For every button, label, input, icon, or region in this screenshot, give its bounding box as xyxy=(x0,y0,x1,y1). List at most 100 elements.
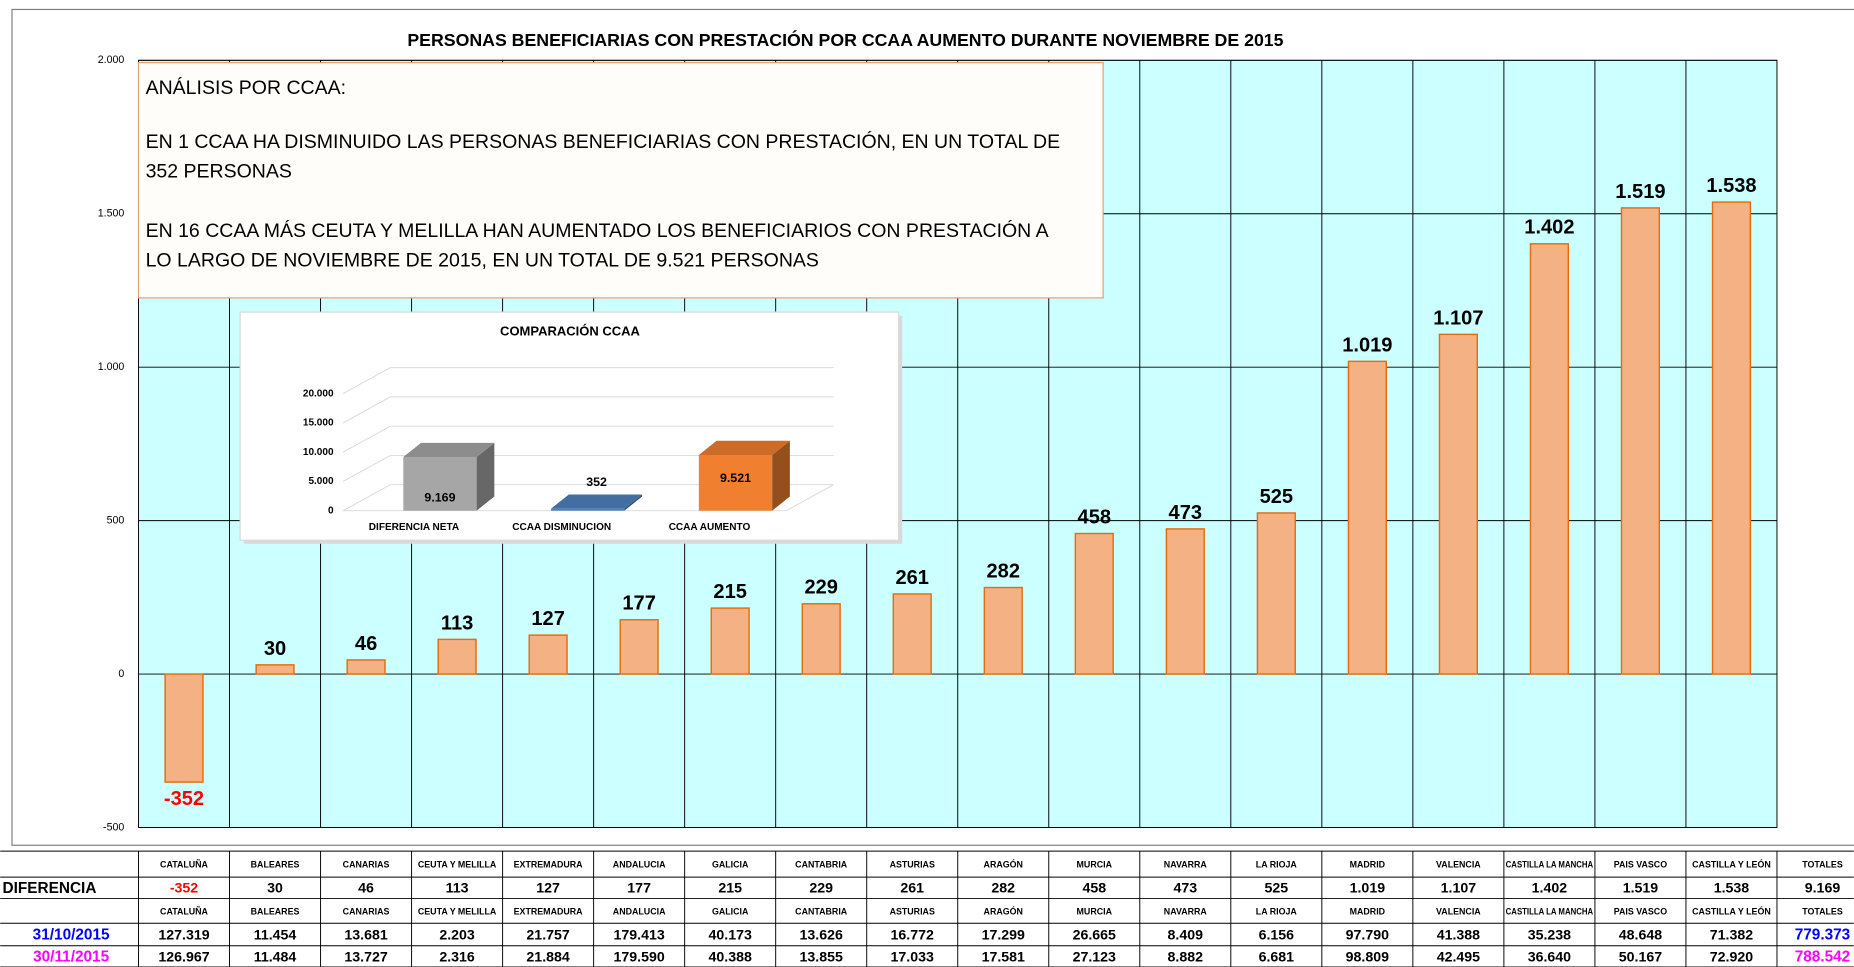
table-cell: 40.173 xyxy=(708,927,751,943)
value-label: 1.519 xyxy=(1615,181,1665,203)
bar xyxy=(528,634,568,675)
value-label: 525 xyxy=(1260,486,1294,508)
table-cell: 525 xyxy=(1264,881,1288,897)
inset-category-label: CCAA AUMENTO xyxy=(669,522,751,533)
inset-y-tick-label: 0 xyxy=(328,505,334,516)
table-cell: 17.299 xyxy=(982,927,1025,943)
bar xyxy=(1165,528,1205,675)
chart-title: PERSONAS BENEFICIARIAS CON PRESTACIÓN PO… xyxy=(407,29,1283,50)
inset-bar xyxy=(403,457,477,511)
column-header: VALENCIA xyxy=(1436,860,1481,870)
bar xyxy=(619,619,659,675)
bar xyxy=(1256,512,1296,675)
table-cell: 50.167 xyxy=(1619,949,1662,965)
row-label: DIFERENCIA xyxy=(3,880,97,897)
bar xyxy=(801,603,841,675)
table-cell: 11.454 xyxy=(254,927,297,943)
table-cell: 11.484 xyxy=(254,949,297,965)
inset-bar-top xyxy=(698,440,790,455)
table-cell: 179.413 xyxy=(614,927,665,943)
table-cell: 13.727 xyxy=(344,949,387,965)
table-cell: 71.382 xyxy=(1710,927,1753,943)
table-cell: 48.648 xyxy=(1619,927,1662,943)
table-cell: 98.809 xyxy=(1346,949,1389,965)
bar xyxy=(164,673,204,783)
column-header: NAVARRA xyxy=(1164,860,1208,870)
value-label: 229 xyxy=(804,577,838,599)
table-cell: 126.967 xyxy=(158,949,209,965)
value-label: 261 xyxy=(895,567,929,589)
table-cell: 1.019 xyxy=(1350,881,1386,897)
inset-bar-top xyxy=(403,442,495,458)
table-cell: 13.681 xyxy=(344,927,387,943)
value-label: 473 xyxy=(1169,502,1203,524)
table-cell: 41.388 xyxy=(1437,927,1480,943)
table-cell: 6.156 xyxy=(1259,927,1295,943)
table-cell: 779.373 xyxy=(1795,927,1851,944)
column-header: PAIS VASCO xyxy=(1614,906,1667,916)
annotation-line: LO LARGO DE NOVIEMBRE DE 2015, EN UN TOT… xyxy=(146,249,819,271)
table-cell: 97.790 xyxy=(1346,927,1389,943)
column-header: VALENCIA xyxy=(1436,906,1481,916)
inset-y-tick-label: 10.000 xyxy=(303,447,334,458)
column-header: ARAGÓN xyxy=(984,859,1023,870)
bar xyxy=(1711,201,1752,675)
table-cell: 2.316 xyxy=(439,949,475,965)
column-header: CASTILLA Y LEÓN xyxy=(1692,859,1771,870)
value-label: 282 xyxy=(986,560,1020,582)
column-header: ASTURIAS xyxy=(890,860,935,870)
annotation-box: ANÁLISIS POR CCAA: EN 1 CCAA HA DISMINUI… xyxy=(137,62,1104,299)
column-header: BALEARES xyxy=(251,860,300,870)
y-tick-label: 2.000 xyxy=(98,54,125,66)
annotation-line: EN 1 CCAA HA DISMINUIDO LAS PERSONAS BEN… xyxy=(146,130,1061,153)
inset-y-tick-label: 5.000 xyxy=(308,476,334,487)
inset-bar-side xyxy=(624,494,643,511)
column-header: CATALUÑA xyxy=(160,906,208,916)
annotation-frame xyxy=(137,62,1104,299)
inset-category-label: DIFERENCIA NETA xyxy=(369,522,459,533)
table-cell: 16.772 xyxy=(891,927,934,943)
value-label: 458 xyxy=(1078,506,1112,528)
table-cell: -352 xyxy=(170,881,198,897)
table-cell: 46 xyxy=(358,881,374,897)
y-tick-label: 1.000 xyxy=(98,361,125,373)
table-cell: 1.402 xyxy=(1532,881,1568,897)
column-header: EXTREMADURA xyxy=(514,906,584,916)
column-header: EXTREMADURA xyxy=(514,860,584,870)
inset-title: COMPARACIÓN CCAA xyxy=(500,324,640,339)
table-cell: 13.855 xyxy=(800,949,843,965)
bar xyxy=(1438,333,1479,675)
table-cell: 261 xyxy=(900,881,924,897)
table-cell: 72.920 xyxy=(1710,949,1753,965)
table-cell: 215 xyxy=(718,881,742,897)
table-cell: 2.203 xyxy=(439,927,475,943)
column-header: TOTALES xyxy=(1802,860,1843,870)
value-label: 127 xyxy=(531,608,565,630)
table-cell: 6.681 xyxy=(1259,949,1295,965)
table-cell: 113 xyxy=(446,881,469,897)
inset-y-tick-label: 20.000 xyxy=(303,388,334,399)
value-label: -352 xyxy=(164,788,204,810)
table-cell: 127.319 xyxy=(158,927,209,943)
column-header: MURCIA xyxy=(1077,906,1113,916)
column-header: ARAGÓN xyxy=(984,905,1023,916)
y-tick-label: -500 xyxy=(103,821,124,833)
bar xyxy=(437,638,477,675)
table-cell: 473 xyxy=(1173,881,1197,897)
inset-grid-line xyxy=(342,484,834,512)
column-header: CEUTA Y MELILLA xyxy=(418,860,497,870)
table-cell: 458 xyxy=(1082,881,1106,897)
inset-grid-line xyxy=(342,454,834,482)
column-header: CANTABRIA xyxy=(795,860,848,870)
bar xyxy=(1347,360,1387,675)
inset-grid-line xyxy=(342,396,834,424)
table-cell: 40.388 xyxy=(708,949,751,965)
column-header: GALICIA xyxy=(712,906,749,916)
column-header: MADRID xyxy=(1350,860,1386,870)
column-header: CATALUÑA xyxy=(160,860,208,870)
row-label: 31/10/2015 xyxy=(33,927,110,944)
bar xyxy=(892,593,932,675)
column-header: CANARIAS xyxy=(343,860,390,870)
inset-floor xyxy=(343,484,834,512)
table-cell: 42.495 xyxy=(1437,949,1480,965)
